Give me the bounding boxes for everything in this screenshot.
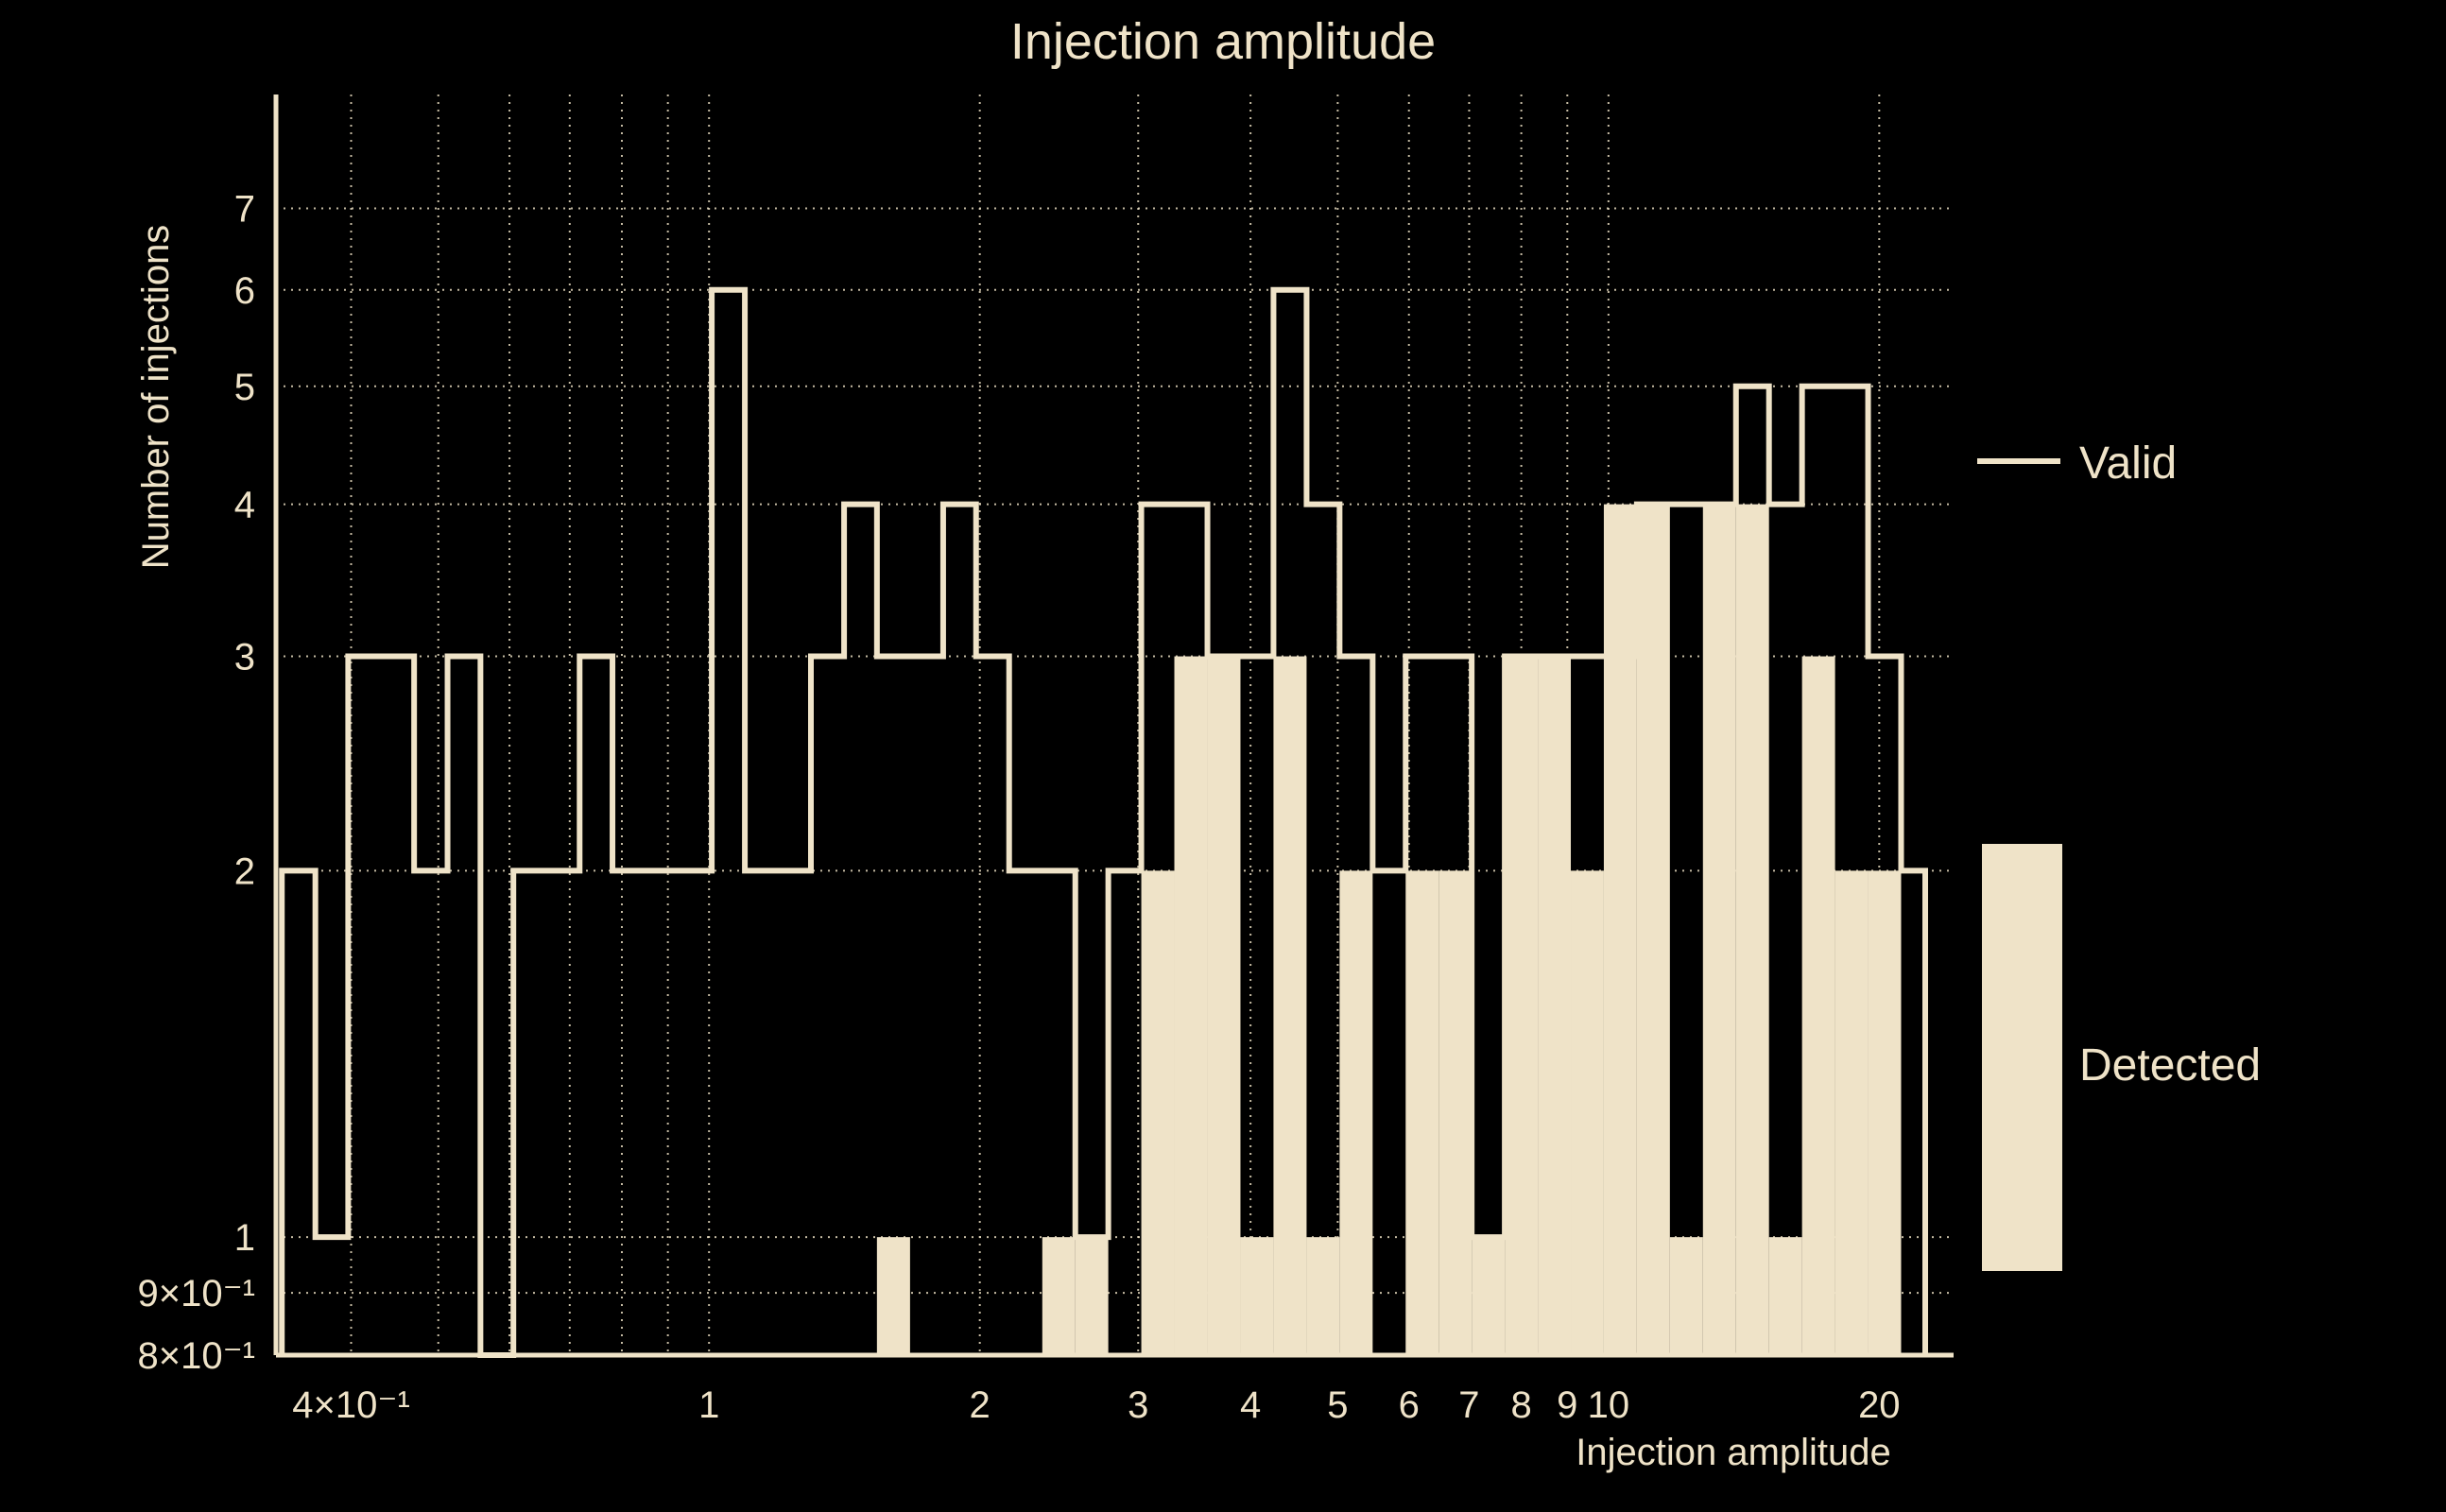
detected-bar xyxy=(1768,1237,1802,1355)
detected-bar xyxy=(1306,1237,1340,1355)
detected-bar xyxy=(1735,504,1769,1355)
legend-detected-marker xyxy=(1982,844,2062,1271)
x-tick-label: 20 xyxy=(1858,1384,1901,1426)
x-tick-label: 2 xyxy=(970,1384,990,1426)
detected-bar xyxy=(876,1237,910,1355)
detected-bar xyxy=(1273,656,1307,1355)
y-tick-label: 9×10⁻¹ xyxy=(137,1273,255,1314)
detected-bar xyxy=(1174,656,1208,1355)
x-tick-label: 9 xyxy=(1557,1384,1577,1426)
y-tick-label: 1 xyxy=(234,1217,255,1259)
y-tick-label: 3 xyxy=(234,637,255,679)
x-tick-label: 5 xyxy=(1327,1384,1348,1426)
detected-bar xyxy=(1207,656,1241,1355)
detected-bar xyxy=(1801,656,1835,1355)
x-tick-label: 10 xyxy=(1588,1384,1630,1426)
x-axis-label: Injection amplitude xyxy=(1576,1432,1891,1473)
detected-bar xyxy=(1075,1237,1109,1355)
detected-bar xyxy=(1834,870,1869,1355)
y-tick-label: 8×10⁻¹ xyxy=(137,1335,255,1377)
detected-bar xyxy=(1538,656,1572,1355)
detected-bar xyxy=(1571,870,1604,1355)
legend-valid-label: Valid xyxy=(2079,438,2177,489)
y-tick-label: 5 xyxy=(234,367,255,408)
detected-bar xyxy=(1042,1237,1076,1355)
x-tick-label: 1 xyxy=(698,1384,719,1426)
detected-bar xyxy=(1339,870,1373,1355)
chart-title: Injection amplitude xyxy=(1010,13,1436,70)
x-tick-label: 7 xyxy=(1458,1384,1479,1426)
detected-bar xyxy=(1240,1237,1274,1355)
detected-bar xyxy=(1669,1237,1703,1355)
x-tick-label: 8 xyxy=(1510,1384,1531,1426)
detected-bar xyxy=(1438,870,1473,1355)
detected-bar xyxy=(1636,504,1670,1355)
y-axis-label: Number of injections xyxy=(135,225,177,570)
x-tick-label: 3 xyxy=(1128,1384,1148,1426)
legend-detected-label: Detected xyxy=(2079,1040,2261,1091)
detected-bar xyxy=(1505,656,1539,1355)
y-tick-label: 7 xyxy=(234,189,255,231)
valid-step-outline xyxy=(279,286,1928,1358)
x-tick-label: 4 xyxy=(1240,1384,1261,1426)
detected-bar xyxy=(1868,870,1902,1355)
detected-bar xyxy=(1405,870,1439,1355)
y-tick-label: 4 xyxy=(234,485,255,526)
detected-bar xyxy=(1702,504,1736,1355)
detected-bar xyxy=(1141,870,1175,1355)
y-tick-label: 6 xyxy=(234,270,255,312)
x-tick-label: 4×10⁻¹ xyxy=(292,1384,410,1426)
y-tick-label: 2 xyxy=(234,850,255,892)
detected-bar xyxy=(1603,504,1637,1355)
detected-bar xyxy=(1472,1237,1506,1355)
x-tick-label: 6 xyxy=(1399,1384,1420,1426)
